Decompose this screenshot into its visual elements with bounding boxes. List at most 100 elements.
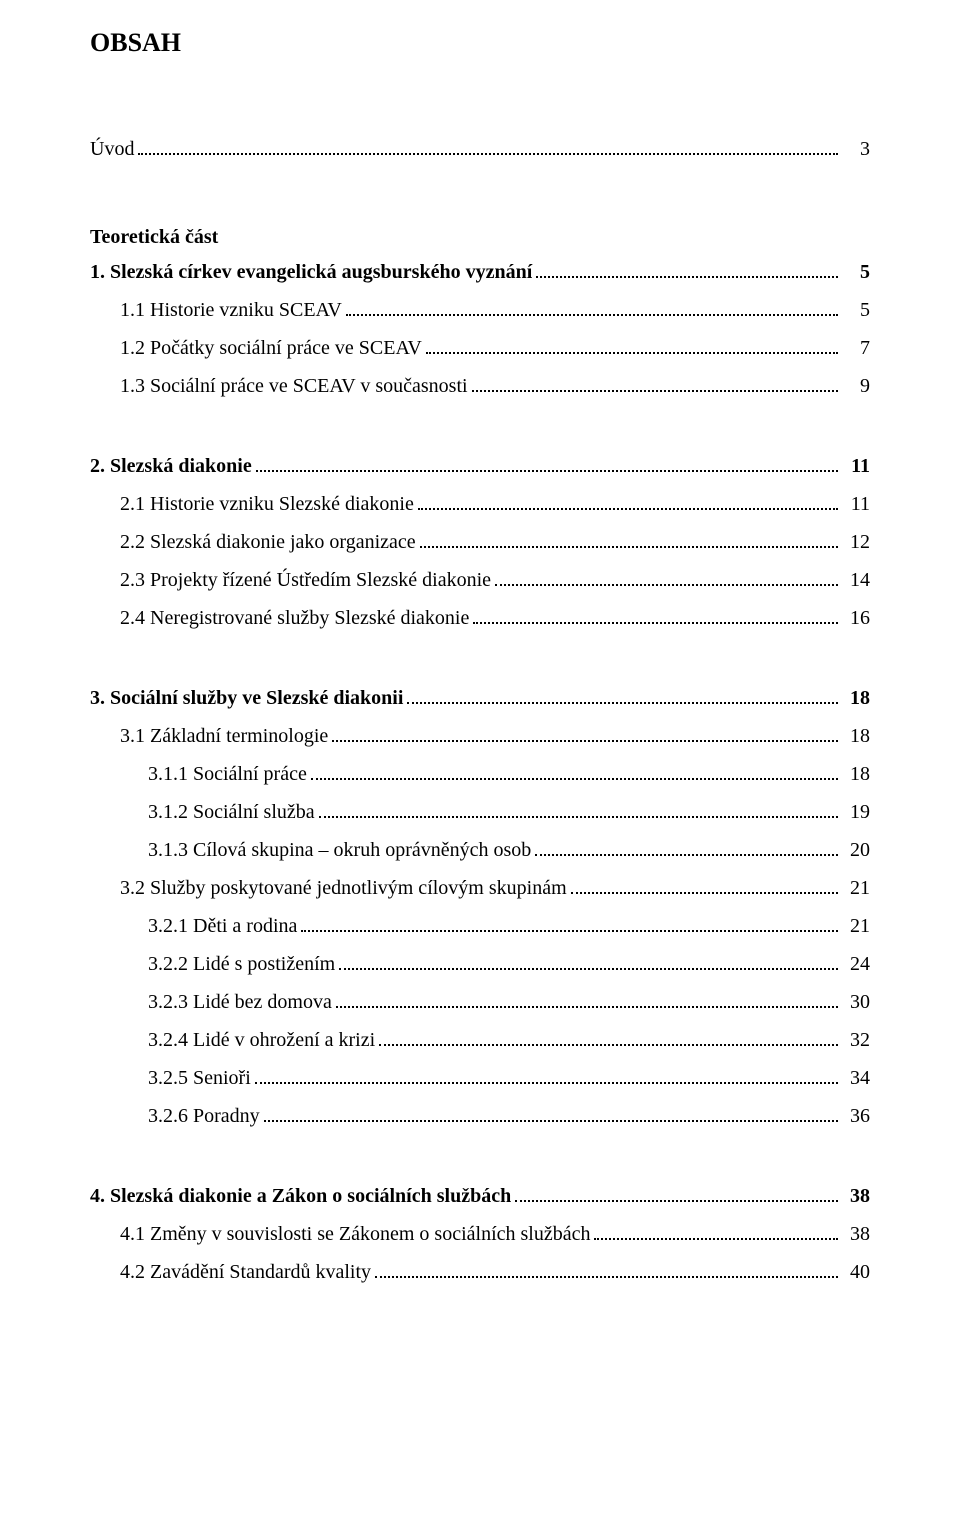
toc-entry: 4. Slezská diakonie a Zákon o sociálních…: [90, 1177, 870, 1215]
toc-entry-page: 5: [842, 291, 870, 329]
toc-entry-label: 3.2.2 Lidé s postižením: [148, 945, 335, 983]
toc-entry-label: Úvod: [90, 130, 134, 168]
toc-leader-dots: [426, 352, 838, 354]
toc-entry-label: 4. Slezská diakonie a Zákon o sociálních…: [90, 1177, 511, 1215]
toc-entry-label: 2.4 Neregistrované služby Slezské diakon…: [120, 599, 469, 637]
toc-entry-page: 32: [842, 1021, 870, 1059]
toc-leader-dots: [339, 968, 838, 970]
toc-leader-dots: [418, 508, 838, 510]
toc-entry-label: 3.2 Služby poskytované jednotlivým cílov…: [120, 869, 567, 907]
section-heading: Teoretická část: [90, 226, 870, 249]
toc-leader-dots: [346, 314, 838, 316]
toc-entry-label: 3.1.3 Cílová skupina – okruh oprávněných…: [148, 831, 531, 869]
toc-entry-label: 1.3 Sociální práce ve SCEAV v současnost…: [120, 367, 468, 405]
toc-entry-label: 2.2 Slezská diakonie jako organizace: [120, 523, 416, 561]
toc-entry-page: 3: [842, 130, 870, 168]
toc-entry-page: 40: [842, 1253, 870, 1291]
section-gap: [90, 168, 870, 226]
toc-entry-label: 3.2.6 Poradny: [148, 1097, 260, 1135]
toc-entry-page: 18: [842, 755, 870, 793]
toc-entry: 4.1 Změny v souvislosti se Zákonem o soc…: [90, 1215, 870, 1253]
toc-leader-dots: [515, 1200, 838, 1202]
toc-entry: 2. Slezská diakonie 11: [90, 447, 870, 485]
toc-entry-label: 3.2.5 Senioři: [148, 1059, 251, 1097]
toc-entry: 3. Sociální služby ve Slezské diakonii 18: [90, 679, 870, 717]
toc-entry-page: 36: [842, 1097, 870, 1135]
toc-entry-page: 21: [842, 907, 870, 945]
section-gap: [90, 405, 870, 447]
toc-leader-dots: [375, 1276, 838, 1278]
toc-entry-page: 5: [842, 253, 870, 291]
toc-entry-label: 3.1 Základní terminologie: [120, 717, 328, 755]
toc-entry-label: 1. Slezská církev evangelická augsburské…: [90, 253, 532, 291]
toc-entry-page: 9: [842, 367, 870, 405]
toc-entry: 3.2.5 Senioři 34: [90, 1059, 870, 1097]
toc-entry-page: 18: [842, 679, 870, 717]
toc-entry-label: 3.1.2 Sociální služba: [148, 793, 315, 831]
toc-entry-page: 12: [842, 523, 870, 561]
toc-leader-dots: [311, 778, 838, 780]
toc-leader-dots: [336, 1006, 838, 1008]
toc-entry: 1.3 Sociální práce ve SCEAV v současnost…: [90, 367, 870, 405]
toc-entry-label: 2.1 Historie vzniku Slezské diakonie: [120, 485, 414, 523]
toc-entry: 1. Slezská církev evangelická augsburské…: [90, 253, 870, 291]
toc-entry-label: 1.1 Historie vzniku SCEAV: [120, 291, 342, 329]
toc-entry: 3.1 Základní terminologie 18: [90, 717, 870, 755]
section-gap: [90, 1135, 870, 1177]
toc-entry-page: 24: [842, 945, 870, 983]
table-of-contents: Úvod 3 Teoretická část 1. Slezská církev ev…: [90, 130, 870, 1291]
toc-entry-page: 16: [842, 599, 870, 637]
toc-leader-dots: [594, 1238, 838, 1240]
toc-entry-label: 3.2.3 Lidé bez domova: [148, 983, 332, 1021]
toc-entry: 2.3 Projekty řízené Ústředím Slezské dia…: [90, 561, 870, 599]
toc-leader-dots: [473, 622, 838, 624]
toc-entry: 2.4 Neregistrované služby Slezské diakon…: [90, 599, 870, 637]
toc-entry-page: 21: [842, 869, 870, 907]
toc-entry: 3.1.2 Sociální služba 19: [90, 793, 870, 831]
toc-entry-label: 3.2.4 Lidé v ohrožení a krizi: [148, 1021, 375, 1059]
toc-entry-page: 38: [842, 1177, 870, 1215]
toc-entry-page: 7: [842, 329, 870, 367]
toc-leader-dots: [319, 816, 838, 818]
toc-entry-page: 38: [842, 1215, 870, 1253]
toc-entry: 1.2 Počátky sociální práce ve SCEAV 7: [90, 329, 870, 367]
toc-entry-page: 14: [842, 561, 870, 599]
toc-entry: 3.1.3 Cílová skupina – okruh oprávněných…: [90, 831, 870, 869]
toc-entry-page: 11: [842, 447, 870, 485]
toc-entry: 3.2.1 Děti a rodina 21: [90, 907, 870, 945]
toc-entry-label: 2.3 Projekty řízené Ústředím Slezské dia…: [120, 561, 491, 599]
toc-entry-label: 3. Sociální služby ve Slezské diakonii: [90, 679, 403, 717]
toc-entry: 4.2 Zavádění Standardů kvality40: [90, 1253, 870, 1291]
toc-entry: 3.2 Služby poskytované jednotlivým cílov…: [90, 869, 870, 907]
toc-entry-page: 11: [842, 485, 870, 523]
toc-entry-page: 34: [842, 1059, 870, 1097]
toc-entry: Úvod 3: [90, 130, 870, 168]
toc-leader-dots: [256, 470, 838, 472]
toc-entry-label: 4.1 Změny v souvislosti se Zákonem o soc…: [120, 1215, 590, 1253]
toc-entry: 1.1 Historie vzniku SCEAV 5: [90, 291, 870, 329]
toc-leader-dots: [379, 1044, 838, 1046]
toc-entry: 3.2.2 Lidé s postižením 24: [90, 945, 870, 983]
toc-entry-label: 1.2 Počátky sociální práce ve SCEAV: [120, 329, 422, 367]
toc-entry-label: 2. Slezská diakonie: [90, 447, 252, 485]
toc-entry: 2.1 Historie vzniku Slezské diakonie 11: [90, 485, 870, 523]
toc-entry: 3.2.3 Lidé bez domova 30: [90, 983, 870, 1021]
toc-entry-label: 3.2.1 Děti a rodina: [148, 907, 297, 945]
toc-leader-dots: [138, 153, 838, 155]
toc-leader-dots: [571, 892, 838, 894]
toc-leader-dots: [255, 1082, 838, 1084]
toc-leader-dots: [495, 584, 838, 586]
toc-leader-dots: [264, 1120, 838, 1122]
toc-entry-page: 18: [842, 717, 870, 755]
toc-leader-dots: [332, 740, 838, 742]
toc-entry: 3.1.1 Sociální práce 18: [90, 755, 870, 793]
section-gap: [90, 637, 870, 679]
toc-entry-page: 30: [842, 983, 870, 1021]
toc-leader-dots: [407, 702, 838, 704]
toc-entry: 2.2 Slezská diakonie jako organizace 12: [90, 523, 870, 561]
toc-entry-label: 3.1.1 Sociální práce: [148, 755, 307, 793]
toc-leader-dots: [301, 930, 838, 932]
toc-entry-page: 19: [842, 793, 870, 831]
document-title: OBSAH: [90, 28, 870, 58]
toc-entry: 3.2.6 Poradny 36: [90, 1097, 870, 1135]
